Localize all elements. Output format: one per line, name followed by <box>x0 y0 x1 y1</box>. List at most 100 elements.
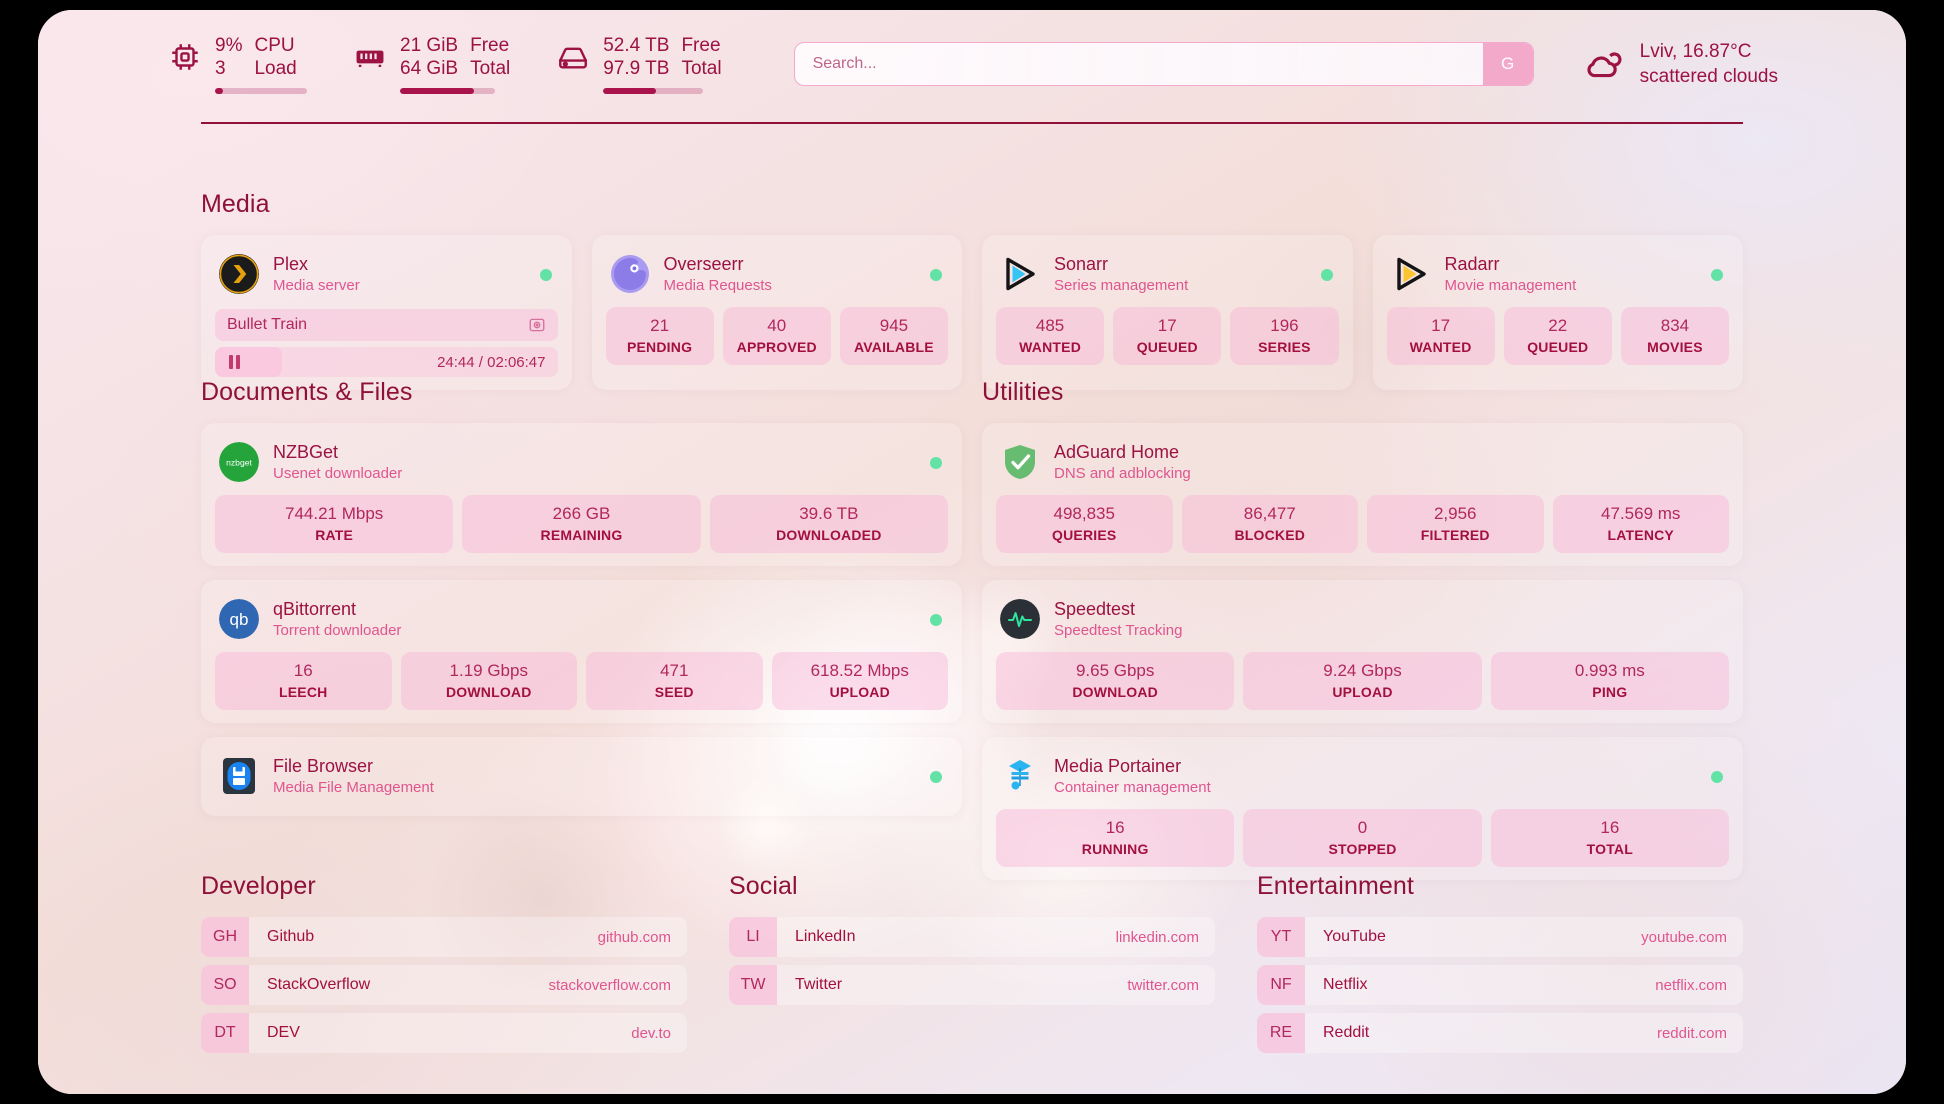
stat-tile: 16 TOTAL <box>1490 809 1729 867</box>
tile-label: PING <box>1592 684 1628 700</box>
cpu-usage-bar <box>215 88 307 94</box>
cpu-stat-widget: 9% 3 CPU Load <box>168 34 307 94</box>
service-card-filebrowser[interactable]: File Browser Media File Management <box>201 737 962 816</box>
bookmark-item-youtube[interactable]: YT YouTube youtube.com <box>1257 917 1743 957</box>
pause-icon[interactable] <box>229 355 240 369</box>
bookmark-url: netflix.com <box>1655 976 1727 994</box>
bookmark-badge: DT <box>201 1013 249 1053</box>
service-subtitle: Series management <box>1054 277 1189 294</box>
tile-value: 0.993 ms <box>1574 661 1645 680</box>
bookmark-name: DEV <box>267 1024 300 1041</box>
service-card-overseerr[interactable]: Overseerr Media Requests 21 PENDING 40 A… <box>591 235 962 390</box>
ram-free-value: 21 GiB <box>400 35 459 56</box>
bookmark-item-reddit[interactable]: RE Reddit reddit.com <box>1257 1013 1743 1053</box>
tile-value: 0 <box>1357 818 1368 837</box>
tile-value: 9.65 Gbps <box>1075 661 1155 680</box>
service-name: Sonarr <box>1054 254 1109 274</box>
tile-label: UPLOAD <box>1332 684 1393 700</box>
search-input[interactable] <box>794 43 1483 85</box>
nzbget-logo: nzbget <box>219 442 259 482</box>
tile-label: STOPPED <box>1328 841 1397 857</box>
tile-label: RATE <box>315 527 354 543</box>
stat-tile: 196 SERIES <box>1230 307 1339 365</box>
bookmark-item-netflix[interactable]: NF Netflix netflix.com <box>1257 965 1743 1005</box>
disk-label-bottom: Total <box>681 58 722 79</box>
search-bar[interactable]: G <box>793 42 1534 86</box>
disk-total-value: 97.9 TB <box>603 58 670 79</box>
service-subtitle: Media File Management <box>273 779 434 796</box>
tile-label: AVAILABLE <box>854 339 934 355</box>
bookmark-url: github.com <box>597 928 671 946</box>
cast-icon[interactable] <box>528 316 546 334</box>
now-playing-title-bar: Bullet Train <box>215 309 558 341</box>
disk-icon <box>556 40 590 74</box>
service-subtitle: Media Requests <box>663 277 772 294</box>
stat-tile: 16 LEECH <box>215 652 392 710</box>
now-playing-title: Bullet Train <box>227 316 308 333</box>
stat-tile: 39.6 TB DOWNLOADED <box>709 495 948 553</box>
bookmark-group-entertainment: Entertainment YT YouTube youtube.com NF … <box>1257 872 1743 1053</box>
service-subtitle: Speedtest Tracking <box>1054 622 1183 639</box>
service-card-plex[interactable]: Plex Media server Bullet Train <box>201 235 572 390</box>
bookmark-badge: YT <box>1257 917 1305 957</box>
service-card-speedtest[interactable]: Speedtest Speedtest Tracking 9.65 Gbps D… <box>982 580 1743 723</box>
search-engine-button[interactable]: G <box>1482 43 1533 85</box>
service-card-sonarr[interactable]: Sonarr Series management 485 WANTED 17 Q… <box>982 235 1353 390</box>
service-card-adguard[interactable]: AdGuard Home DNS and adblocking 498,835 … <box>982 423 1743 566</box>
tile-label: SERIES <box>1258 339 1311 355</box>
header-divider <box>201 122 1743 124</box>
bookmark-url: stackoverflow.com <box>548 976 671 994</box>
disk-free-value: 52.4 TB <box>603 35 670 56</box>
cpu-usage-value: 9% <box>215 35 243 56</box>
plex-logo <box>219 254 259 294</box>
tile-value: 498,835 <box>1053 504 1115 523</box>
stat-tile: 86,477 BLOCKED <box>1181 495 1358 553</box>
speedtest-logo <box>1000 599 1040 639</box>
bookmark-item-twitter[interactable]: TW Twitter twitter.com <box>729 965 1215 1005</box>
stat-tile: 618.52 Mbps UPLOAD <box>771 652 948 710</box>
tile-label: QUERIES <box>1052 527 1117 543</box>
scattered-clouds-icon <box>1582 43 1624 85</box>
stat-tile: 744.21 Mbps RATE <box>215 495 454 553</box>
service-card-radarr[interactable]: Radarr Movie management 17 WANTED 22 QUE… <box>1372 235 1743 390</box>
section-title-entertainment: Entertainment <box>1257 872 1414 900</box>
bookmark-badge: LI <box>729 917 777 957</box>
disk-usage-bar <box>603 88 704 94</box>
tile-value: 618.52 Mbps <box>810 661 909 680</box>
service-subtitle: Torrent downloader <box>273 622 402 639</box>
service-name: Plex <box>273 254 309 274</box>
service-card-qbittorrent[interactable]: qb qBittorrent Torrent downloader 16 LEE… <box>201 580 962 723</box>
tile-value: 945 <box>879 316 909 335</box>
section-title-media: Media <box>201 190 270 218</box>
bookmark-item-stackoverflow[interactable]: SO StackOverflow stackoverflow.com <box>201 965 687 1005</box>
tile-value: 471 <box>660 661 689 680</box>
bookmark-item-github[interactable]: GH Github github.com <box>201 917 687 957</box>
bookmark-badge: NF <box>1257 965 1305 1005</box>
service-name: Overseerr <box>663 254 744 274</box>
tile-value: 22 <box>1548 316 1568 335</box>
status-indicator-online <box>930 269 942 281</box>
bookmark-url: youtube.com <box>1641 928 1727 946</box>
bookmark-url: dev.to <box>631 1024 671 1042</box>
stat-tile: 1.19 Gbps DOWNLOAD <box>400 652 577 710</box>
tile-label: QUEUED <box>1136 339 1198 355</box>
dashboard-content: 9% 3 CPU Load <box>38 10 1906 1094</box>
stat-tile: 834 MOVIES <box>1620 307 1730 365</box>
svg-text:nzbget: nzbget <box>226 458 252 468</box>
stat-tile: 9.24 Gbps UPLOAD <box>1243 652 1482 710</box>
service-card-nzbget[interactable]: nzbget NZBGet Usenet downloader 744.21 M… <box>201 423 962 566</box>
stat-tile: 16 RUNNING <box>996 809 1235 867</box>
stat-tile: 9.65 Gbps DOWNLOAD <box>996 652 1235 710</box>
section-title-social: Social <box>729 872 798 900</box>
dashboard-window: 9% 3 CPU Load <box>38 10 1906 1094</box>
stat-tile: 498,835 QUERIES <box>996 495 1173 553</box>
tile-label: MOVIES <box>1647 339 1703 355</box>
stat-tile: 266 GB REMAINING <box>462 495 701 553</box>
service-card-portainer[interactable]: Media Portainer Container management 16 … <box>982 737 1743 880</box>
now-playing-progress[interactable]: 24:44 / 02:06:47 <box>215 347 558 377</box>
bookmark-url: reddit.com <box>1656 1024 1727 1042</box>
bookmark-item-linkedin[interactable]: LI LinkedIn linkedin.com <box>729 917 1215 957</box>
tile-value: 21 <box>650 316 670 335</box>
bookmark-item-dev[interactable]: DT DEV dev.to <box>201 1013 687 1053</box>
portainer-logo <box>1000 756 1040 796</box>
